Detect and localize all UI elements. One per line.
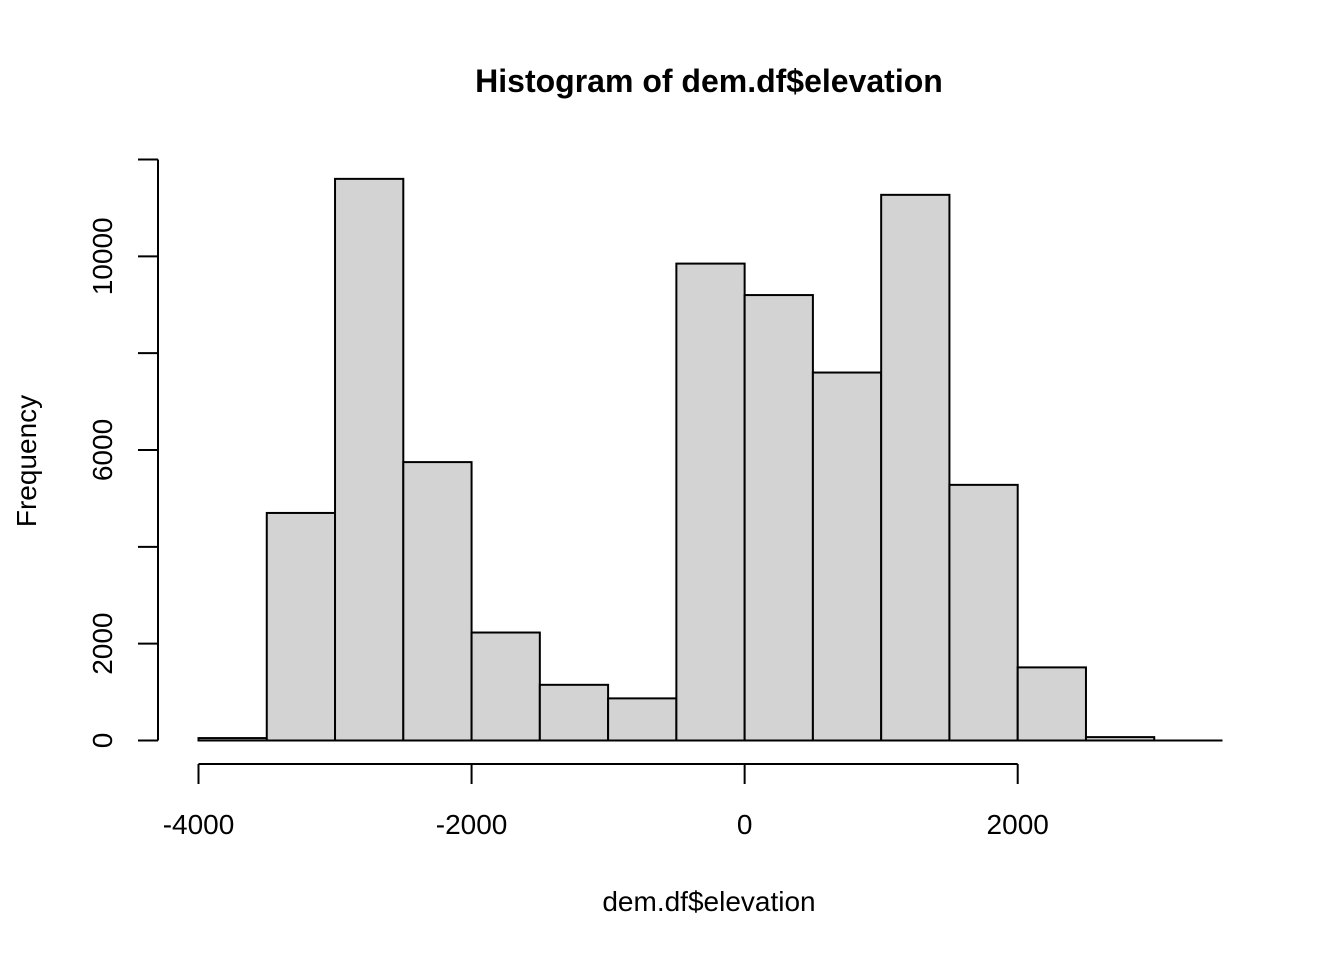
- y-tick-label: 2000: [87, 613, 118, 675]
- x-tick-label: 0: [737, 809, 753, 840]
- chart-title: Histogram of dem.df$elevation: [475, 63, 943, 99]
- histogram-bar-1: [265, 511, 337, 742]
- histogram-bar-4: [470, 631, 541, 742]
- histogram-bar-5: [538, 683, 610, 742]
- histogram-bar-8: [743, 294, 814, 742]
- histogram-bar-12: [1016, 666, 1087, 742]
- histogram-bar-7: [675, 262, 746, 742]
- histogram-bar-3: [402, 461, 473, 742]
- y-tick-label: 6000: [87, 419, 118, 481]
- x-tick-label: 2000: [987, 809, 1049, 840]
- histogram-bar-6: [607, 697, 678, 742]
- bars-group: [197, 177, 1223, 742]
- histogram-bar-11: [948, 483, 1019, 742]
- x-tick-label: -2000: [436, 809, 508, 840]
- y-axis: 0 2000 6000 10000: [87, 158, 159, 749]
- x-tick-label: -4000: [163, 809, 235, 840]
- x-axis: -4000 -2000 0 2000: [163, 763, 1049, 840]
- y-axis-label: Frequency: [11, 395, 42, 527]
- y-tick-label: 0: [87, 733, 118, 749]
- y-tick-label: 10000: [87, 217, 118, 295]
- histogram-bar-10: [880, 193, 951, 742]
- histogram-bar-9: [811, 371, 883, 742]
- x-axis-label: dem.df$elevation: [602, 886, 815, 917]
- histogram-bar-2: [334, 177, 405, 742]
